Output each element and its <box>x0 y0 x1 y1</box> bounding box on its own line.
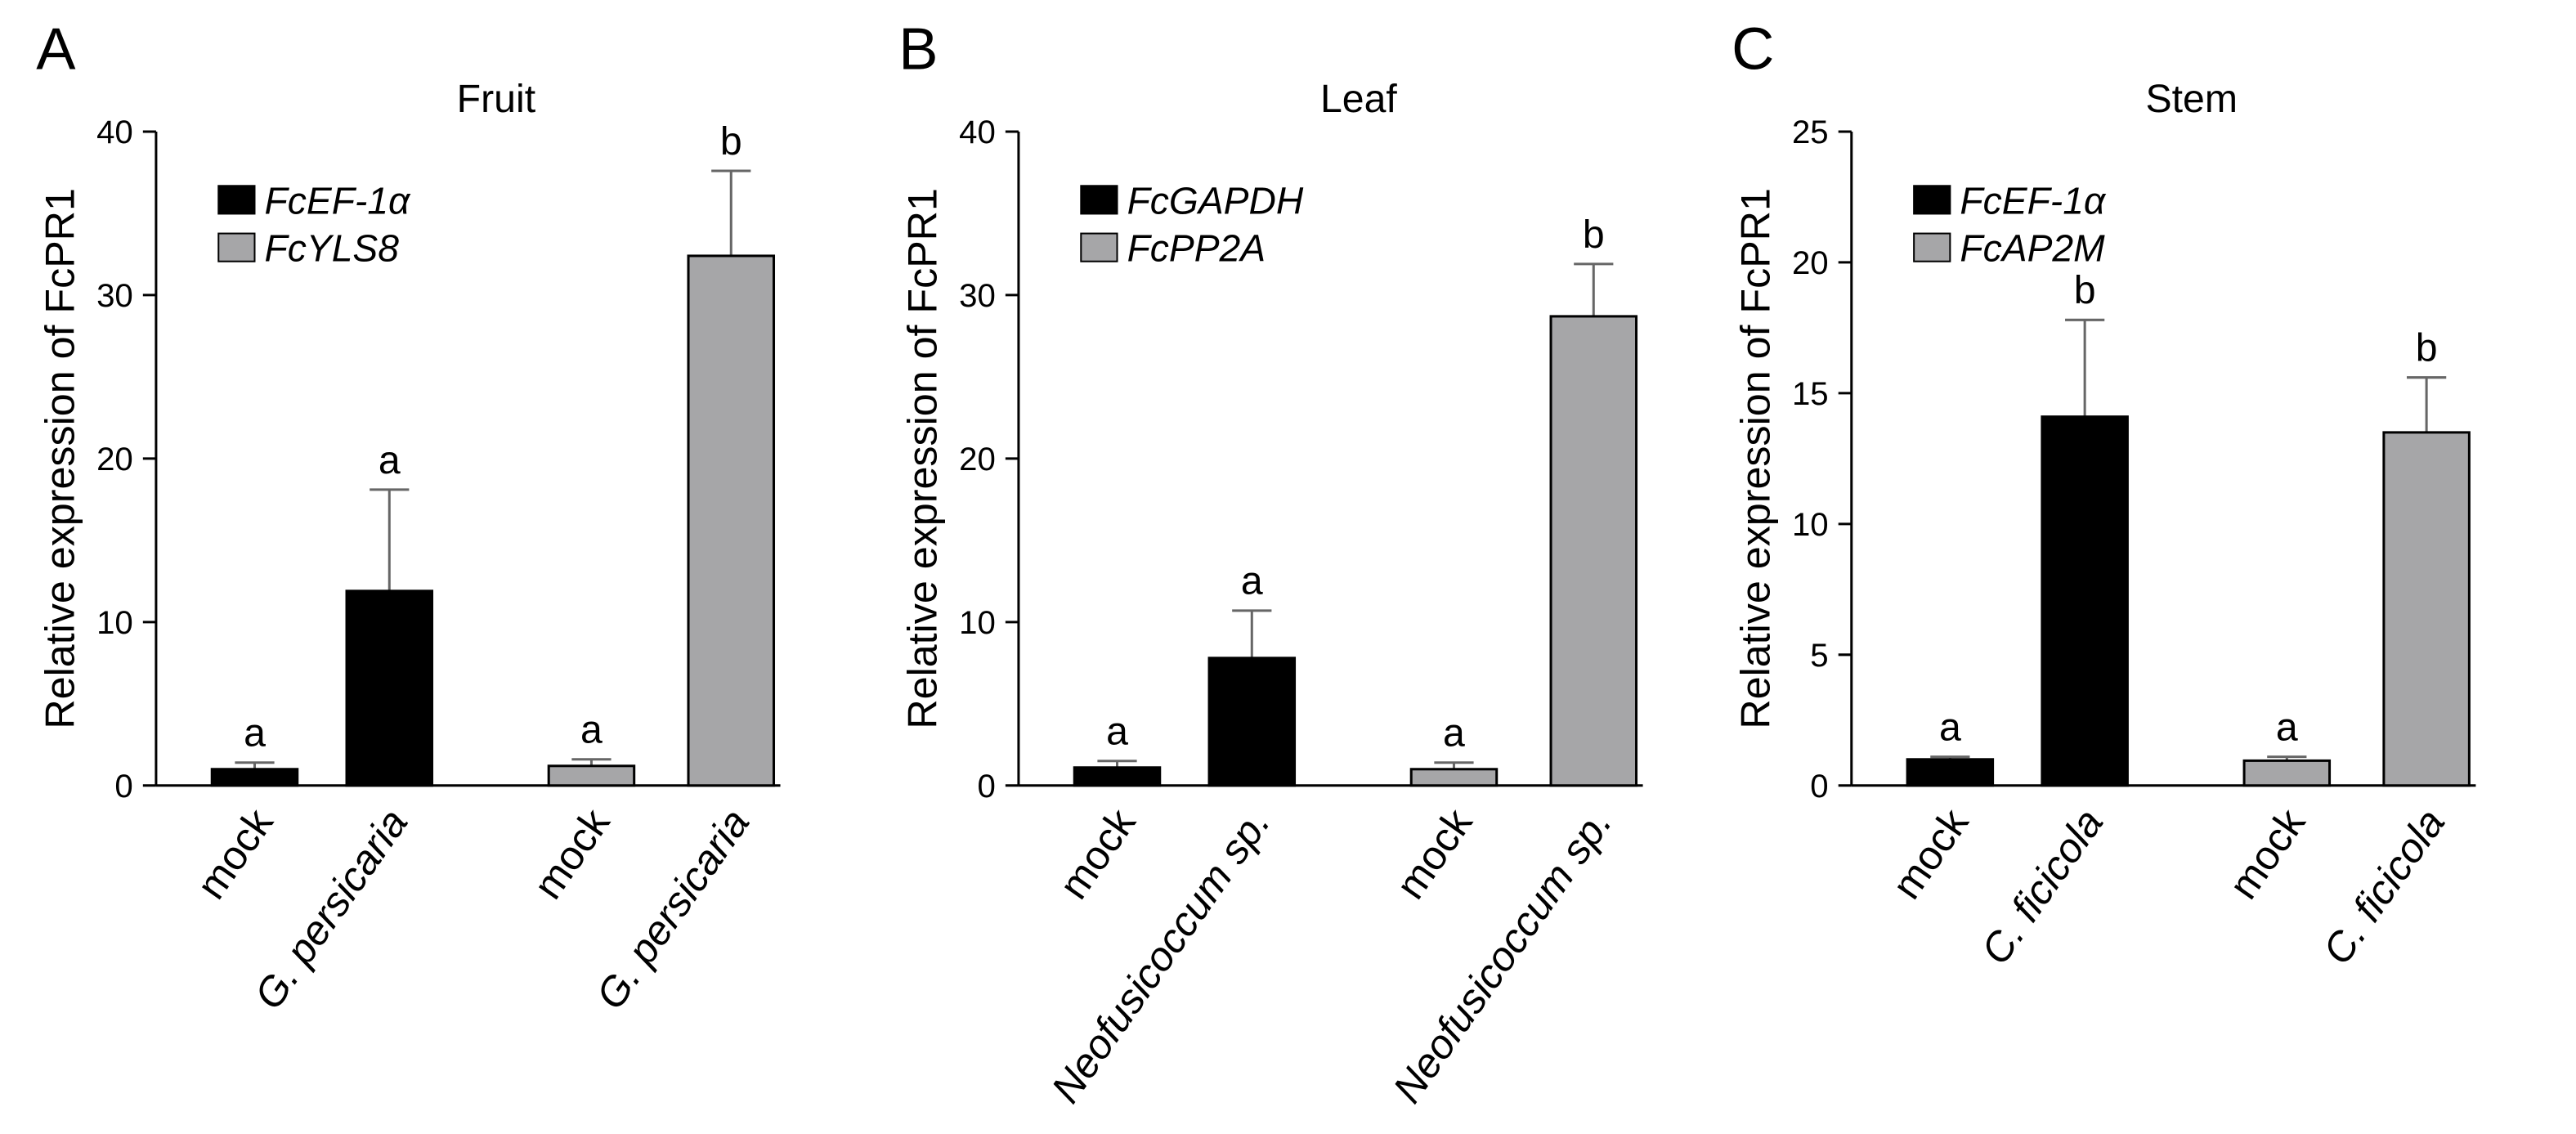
legend-label: FcPP2A <box>1127 227 1266 270</box>
legend-swatch <box>1913 185 1951 215</box>
x-tick-label: mock <box>188 800 282 907</box>
chart-title: Stem <box>2145 77 2238 121</box>
bar <box>687 254 776 787</box>
bar <box>1409 768 1499 787</box>
significance-letter: a <box>2276 705 2298 749</box>
legend-label: FcAP2M <box>1960 227 2105 270</box>
significance-letter: b <box>720 119 742 164</box>
y-axis-label: Relative expression of FcPR1 <box>37 188 83 729</box>
legend-swatch <box>1913 232 1951 262</box>
x-tick-label: mock <box>525 800 619 907</box>
bar <box>547 764 636 787</box>
x-tick-label: C. ficicola <box>2314 800 2454 972</box>
y-tick-label: 0 <box>1810 768 1828 805</box>
panel-letter: A <box>36 17 76 83</box>
panel: B Leaf Relative expression of FcPR1 0 10 20 30… <box>898 17 1643 1111</box>
significance-letter: a <box>244 711 266 755</box>
y-tick-label: 40 <box>96 114 133 150</box>
significance-letter: b <box>2416 326 2438 370</box>
significance-letter: a <box>1443 711 1465 755</box>
significance-letter: b <box>1583 213 1605 257</box>
y-tick-label: 0 <box>977 768 995 805</box>
bar <box>2382 431 2471 787</box>
y-axis-label: Relative expression of FcPR1 <box>899 188 945 729</box>
legend-label: FcGAPDH <box>1127 179 1304 222</box>
bar <box>2242 759 2332 787</box>
significance-letter: a <box>1241 559 1263 603</box>
bar <box>1906 758 1995 787</box>
legend-swatch <box>217 232 256 262</box>
bar <box>1073 766 1162 787</box>
chart-title: Fruit <box>457 77 536 121</box>
panel-letter: C <box>1732 17 1774 83</box>
bar <box>345 589 434 787</box>
y-tick-label: 20 <box>96 441 133 477</box>
y-tick-label: 10 <box>1792 506 1829 543</box>
x-tick-label: mock <box>1387 800 1481 907</box>
significance-letter: a <box>1106 710 1128 754</box>
legend-swatch <box>1080 185 1118 215</box>
x-tick-label: mock <box>2220 800 2314 907</box>
y-tick-label: 10 <box>959 604 996 641</box>
y-tick-label: 40 <box>959 114 996 150</box>
legend-label: FcYLS8 <box>265 227 400 270</box>
x-tick-label: mock <box>1051 800 1145 907</box>
y-tick-label: 10 <box>96 604 133 641</box>
chart-title: Leaf <box>1320 77 1397 121</box>
y-tick-label: 25 <box>1792 114 1829 150</box>
legend-label: FcEF-1α <box>265 179 411 222</box>
y-axis-label: Relative expression of FcPR1 <box>1732 188 1778 729</box>
panel: A Fruit Relative expression of FcPR1 0 10 20 3… <box>36 17 781 1017</box>
x-tick-label: mock <box>1884 800 1978 907</box>
panel-letter: B <box>898 17 938 83</box>
y-tick-label: 0 <box>114 768 132 805</box>
significance-letter: a <box>379 438 401 482</box>
x-tick-label: C. ficicola <box>1973 800 2112 972</box>
y-tick-label: 15 <box>1792 375 1829 412</box>
y-tick-label: 20 <box>1792 244 1829 281</box>
y-tick-label: 30 <box>96 277 133 314</box>
legend-swatch <box>1080 232 1118 262</box>
significance-letter: a <box>1939 705 1961 749</box>
significance-letter: b <box>2074 268 2096 312</box>
panel: C Stem Relative expression of FcPR1 0 5 10 15 2… <box>1732 17 2476 973</box>
y-tick-label: 30 <box>959 277 996 314</box>
bar <box>1549 315 1638 787</box>
legend-swatch <box>217 185 256 215</box>
legend-label: FcEF-1α <box>1960 179 2106 222</box>
y-tick-label: 5 <box>1810 637 1828 674</box>
significance-letter: a <box>580 708 603 752</box>
bar <box>2041 415 2129 787</box>
y-tick-label: 20 <box>959 441 996 477</box>
bar <box>1207 657 1297 787</box>
bar <box>210 768 299 787</box>
